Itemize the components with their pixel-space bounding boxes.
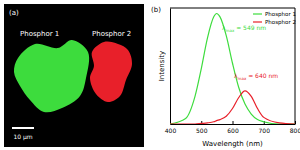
red-particle — [90, 42, 132, 102]
scale-bar — [12, 127, 34, 129]
image-panel: (a) Phosphor 1 Phosphor 2 10 μm — [4, 4, 144, 147]
annotation-text: = 640 nm — [246, 72, 278, 79]
annotation: λmax = 640 nm — [234, 72, 278, 81]
x-axis-title: Wavelength (nm) — [202, 140, 263, 148]
legend-label: Phosphor 2 — [265, 19, 296, 26]
plot-area — [170, 14, 295, 124]
panel-label: (a) — [9, 9, 19, 17]
phosphor-label: Phosphor 2 — [92, 30, 131, 38]
annotation: λmax = 549 nm — [222, 24, 266, 33]
panel-label: (b) — [151, 6, 161, 14]
figure: (a)Phosphor 1Phosphor 210 μm(b)400500600… — [0, 0, 300, 150]
x-tick-label: 600 — [227, 127, 239, 134]
image-background — [4, 4, 144, 147]
scale-bar-label: 10 μm — [13, 133, 32, 141]
annotation-text: = 549 nm — [234, 24, 266, 31]
y-axis-line — [170, 9, 171, 125]
legend-label: Phosphor 1 — [265, 11, 296, 18]
green-particle — [14, 40, 89, 112]
legend-swatch — [253, 21, 262, 22]
x-axis-line — [171, 124, 296, 125]
phosphor-label: Phosphor 1 — [20, 30, 59, 38]
legend-swatch — [253, 13, 262, 14]
x-tick-label: 800 — [290, 127, 300, 134]
x-tick-label: 400 — [165, 127, 177, 134]
x-tick-label: 700 — [259, 127, 271, 134]
x-tick-label: 500 — [196, 127, 208, 134]
x-tick-mark — [233, 121, 234, 124]
spectrum-line — [170, 91, 295, 124]
chart-panel: (b) 400 500 600 700 800 Wavelength (nm) Intensi… — [151, 6, 300, 148]
y-axis — [170, 9, 171, 125]
plot-frame — [170, 8, 295, 124]
spectrum-line — [170, 14, 295, 124]
legend: Phosphor 1Phosphor 2 — [253, 11, 296, 26]
x-tick: 600 — [227, 121, 239, 134]
y-axis-title: Intensity — [158, 51, 166, 81]
